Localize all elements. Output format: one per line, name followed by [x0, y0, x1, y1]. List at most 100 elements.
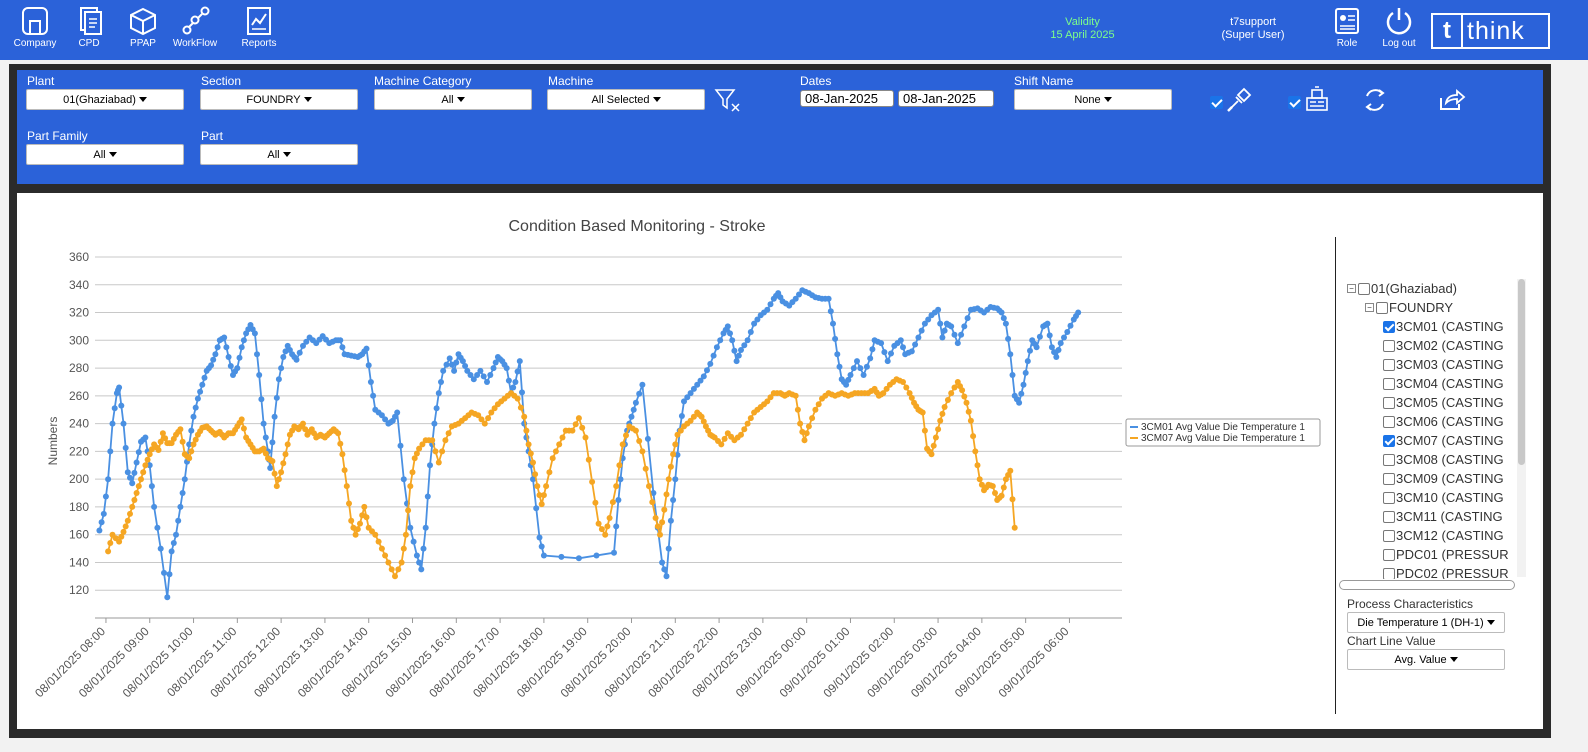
tree-machine-checkbox[interactable]: [1383, 453, 1395, 466]
chevron-down-icon: [108, 152, 117, 157]
scrollbar-thumb[interactable]: [1518, 279, 1525, 465]
tree-machine-item[interactable]: 3CM07 (CASTING: [1383, 431, 1504, 450]
tree-section-checkbox[interactable]: [1376, 301, 1388, 314]
nav-ppap-button[interactable]: PPAP: [118, 6, 168, 49]
tree-machine-item[interactable]: 3CM10 (CASTING: [1383, 488, 1504, 507]
tree-root-row[interactable]: − 01(Ghaziabad): [1347, 279, 1457, 298]
tree-machine-checkbox[interactable]: [1383, 510, 1395, 523]
tree-machine-item[interactable]: PDC01 (PRESSUR: [1383, 545, 1509, 564]
tree-machine-label: 3CM11 (CASTING: [1396, 509, 1503, 524]
tree-machine-item[interactable]: 3CM03 (CASTING: [1383, 355, 1504, 374]
chevron-down-icon: [138, 97, 147, 102]
data-point: [972, 448, 979, 455]
data-point: [998, 492, 1005, 499]
collapse-icon[interactable]: −: [1365, 303, 1374, 312]
data-point: [98, 519, 105, 526]
role-button[interactable]: Role: [1322, 6, 1372, 49]
data-point: [278, 365, 285, 372]
process-characteristics-select[interactable]: Die Temperature 1 (DH-1): [1347, 612, 1505, 633]
tree-machine-checkbox[interactable]: [1383, 339, 1395, 352]
tree-section-row[interactable]: − FOUNDRY: [1365, 298, 1453, 317]
nav-cpd-button[interactable]: CPD: [64, 6, 114, 49]
shift-name-select[interactable]: None: [1014, 89, 1172, 110]
plant-select[interactable]: 01(Ghaziabad): [26, 89, 184, 110]
machine-category-select[interactable]: All: [374, 89, 532, 110]
data-point: [918, 327, 925, 334]
scrollbar-thumb[interactable]: [1339, 580, 1515, 590]
sidebar-divider: [1335, 237, 1336, 714]
y-tick-label: 360: [69, 250, 89, 264]
data-point: [523, 427, 530, 434]
data-point: [240, 425, 247, 432]
data-point: [190, 441, 197, 448]
data-point: [262, 450, 269, 457]
tree-machine-item[interactable]: 3CM01 (CASTING: [1383, 317, 1504, 336]
y-tick-label: 340: [69, 278, 89, 292]
section-select[interactable]: FOUNDRY: [200, 89, 358, 110]
tree-machine-item[interactable]: 3CM04 (CASTING: [1383, 374, 1504, 393]
data-point: [738, 347, 744, 353]
tree-machine-item[interactable]: 3CM12 (CASTING: [1383, 526, 1504, 545]
machine-select[interactable]: All Selected: [547, 89, 705, 110]
part-select[interactable]: All: [200, 144, 358, 165]
data-point: [741, 342, 748, 349]
machine-value: All Selected: [591, 93, 650, 106]
date-from-input[interactable]: 08-Jan-2025: [800, 90, 894, 107]
part-family-select[interactable]: All: [26, 144, 184, 165]
tree-vertical-scrollbar[interactable]: [1517, 279, 1526, 577]
tree-machine-item[interactable]: 3CM05 (CASTING: [1383, 393, 1504, 412]
part-value: All: [267, 148, 280, 161]
toggle-checkbox-1[interactable]: [1210, 96, 1223, 109]
data-point: [619, 441, 626, 448]
data-point: [1007, 351, 1014, 358]
tree-machine-item[interactable]: 3CM11 (CASTING: [1383, 507, 1503, 526]
tree-horizontal-scrollbar[interactable]: [1337, 578, 1517, 592]
tree-machine-item[interactable]: PDC02 (PRESSUR: [1383, 564, 1509, 579]
data-point: [941, 327, 948, 334]
tree-machine-checkbox[interactable]: [1383, 567, 1395, 579]
data-point: [251, 330, 258, 337]
tree-machine-checkbox[interactable]: [1383, 320, 1395, 333]
nav-reports-button[interactable]: Reports: [234, 6, 284, 49]
chart-line-value-select[interactable]: Avg. Value: [1347, 649, 1505, 670]
tree-root-checkbox[interactable]: [1358, 282, 1370, 295]
clear-filter-icon[interactable]: [714, 87, 742, 113]
tree-machine-item[interactable]: 3CM02 (CASTING: [1383, 336, 1504, 355]
machine-icon[interactable]: [1304, 86, 1330, 114]
tree-machine-checkbox[interactable]: [1383, 415, 1395, 428]
data-point: [517, 404, 524, 411]
main-panel: Condition Based Monitoring - Stroke Numb…: [17, 193, 1543, 729]
collapse-icon[interactable]: −: [1347, 284, 1356, 293]
data-point: [527, 450, 534, 457]
nav-company-button[interactable]: Company: [10, 6, 60, 49]
logout-button[interactable]: Log out: [1374, 6, 1424, 49]
tree-machine-checkbox[interactable]: [1383, 358, 1395, 371]
tree-machine-checkbox[interactable]: [1383, 377, 1395, 390]
piston-icon[interactable]: [1226, 87, 1252, 113]
toggle-checkbox-2[interactable]: [1288, 96, 1301, 109]
tree-machine-checkbox[interactable]: [1383, 491, 1395, 504]
data-point: [681, 398, 687, 405]
data-point: [556, 441, 563, 448]
chevron-down-icon: [1449, 657, 1458, 662]
tree-machine-checkbox[interactable]: [1383, 529, 1395, 542]
date-to-input[interactable]: 08-Jan-2025: [898, 90, 994, 107]
tree-machine-checkbox[interactable]: [1383, 434, 1395, 447]
tree-machine-item[interactable]: 3CM06 (CASTING: [1383, 412, 1504, 431]
y-tick-label: 300: [69, 333, 89, 347]
data-point: [435, 459, 442, 466]
tree-machine-item[interactable]: 3CM08 (CASTING: [1383, 450, 1504, 469]
refresh-icon[interactable]: [1362, 87, 1388, 113]
data-point: [179, 438, 186, 445]
tree-machine-item[interactable]: 3CM09 (CASTING: [1383, 469, 1504, 488]
data-point: [474, 372, 481, 378]
data-point: [908, 394, 915, 401]
tree-machine-checkbox[interactable]: [1383, 548, 1395, 561]
share-icon[interactable]: [1438, 88, 1466, 112]
data-point: [649, 499, 656, 506]
nav-workflow-button[interactable]: WorkFlow: [170, 6, 220, 49]
data-point: [433, 405, 440, 412]
tree-machine-checkbox[interactable]: [1383, 396, 1395, 409]
tree-machine-checkbox[interactable]: [1383, 472, 1395, 485]
